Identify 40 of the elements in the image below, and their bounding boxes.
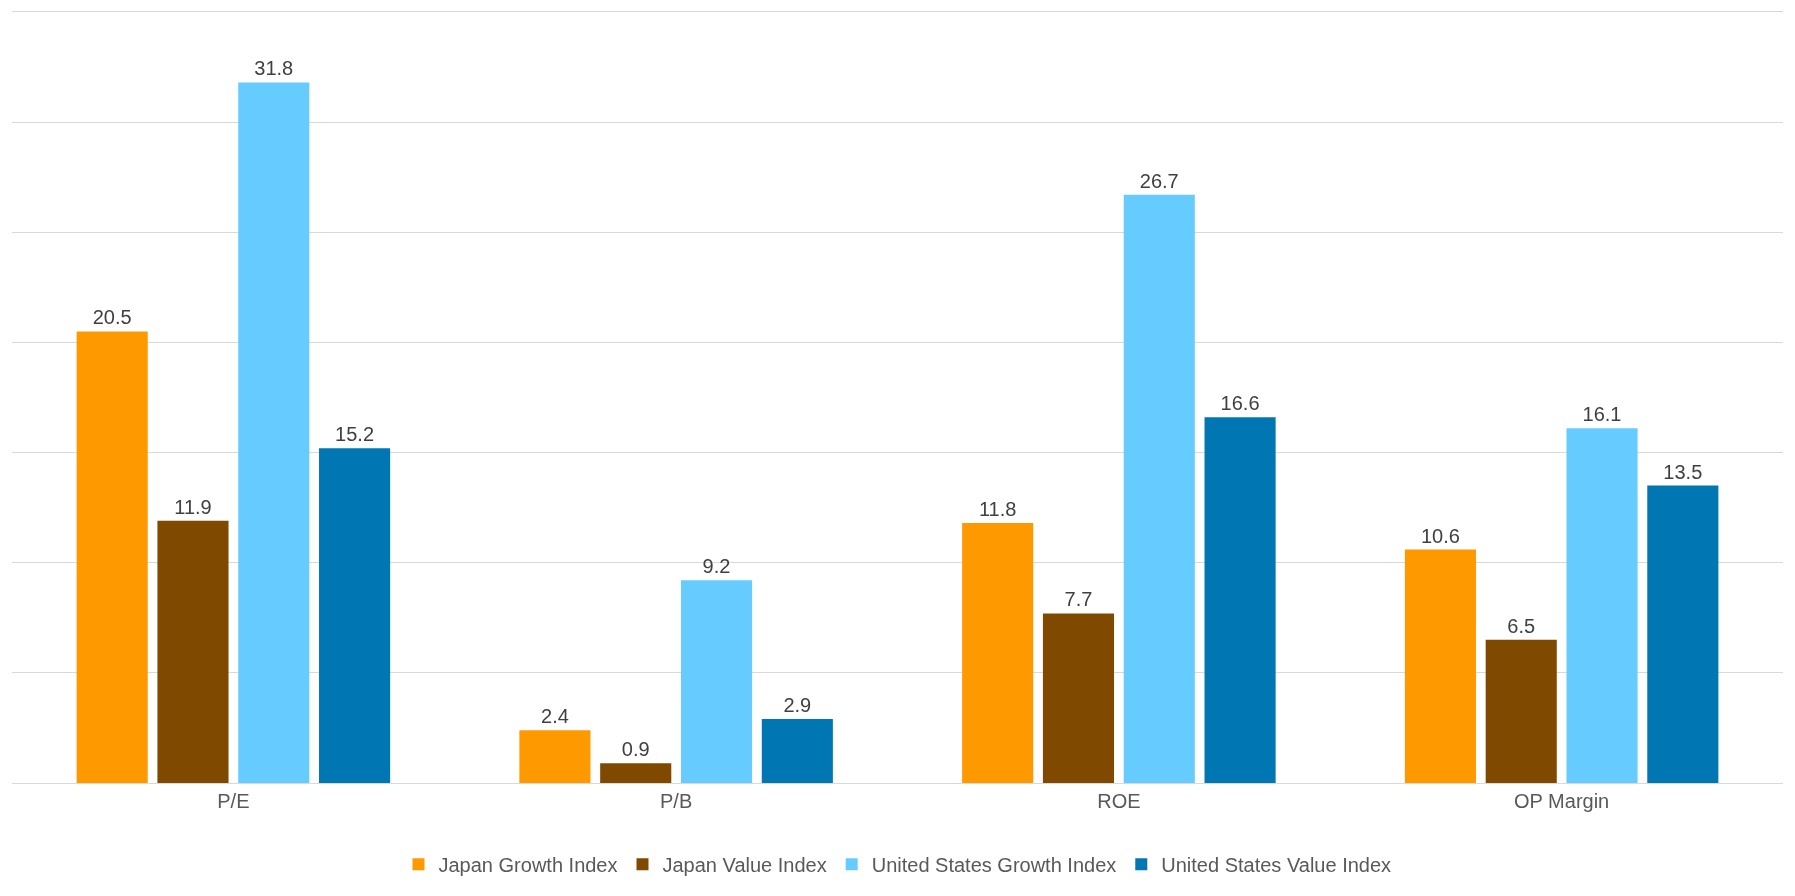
bar (319, 448, 391, 783)
data-label: 7.7 (1064, 588, 1093, 611)
data-label: 6.5 (1507, 614, 1536, 637)
bar (1485, 639, 1557, 783)
data-label: 26.7 (1139, 169, 1179, 192)
data-label: 11.9 (174, 495, 212, 518)
bar (76, 331, 148, 783)
data-label: 15.2 (335, 423, 375, 446)
bar (519, 730, 591, 783)
data-label: 31.8 (254, 57, 294, 80)
legend-label: Japan Value Index (662, 853, 827, 876)
bar (1566, 428, 1638, 783)
bar (1042, 613, 1115, 783)
legend-label: United States Value Index (1161, 853, 1392, 876)
x-tick-label: ROE (1097, 790, 1141, 813)
bar (1123, 194, 1195, 783)
bar (157, 520, 229, 783)
data-label: 20.5 (92, 306, 132, 329)
bar (600, 763, 672, 783)
data-label: 0.9 (621, 738, 650, 761)
legend-label: Japan Growth Index (438, 853, 618, 876)
data-label: 2.4 (541, 705, 569, 728)
bar (238, 82, 310, 783)
data-label: 13.5 (1663, 460, 1703, 483)
x-tick-label: OP Margin (1514, 790, 1610, 813)
bar (761, 719, 833, 783)
data-label: 16.1 (1582, 403, 1622, 426)
data-label: 11.8 (978, 498, 1017, 521)
bar (1204, 417, 1276, 783)
x-tick-label: P/E (217, 790, 250, 813)
bar (1647, 485, 1719, 783)
bar (680, 580, 753, 783)
bar (962, 523, 1034, 783)
data-label: 2.9 (783, 694, 812, 717)
data-label: 16.6 (1220, 392, 1260, 415)
data-label: 9.2 (702, 555, 731, 578)
x-tick-label: P/B (660, 790, 693, 813)
data-label: 10.6 (1420, 524, 1460, 547)
legend-label: United States Growth Index (871, 853, 1117, 876)
bar (1404, 549, 1476, 783)
